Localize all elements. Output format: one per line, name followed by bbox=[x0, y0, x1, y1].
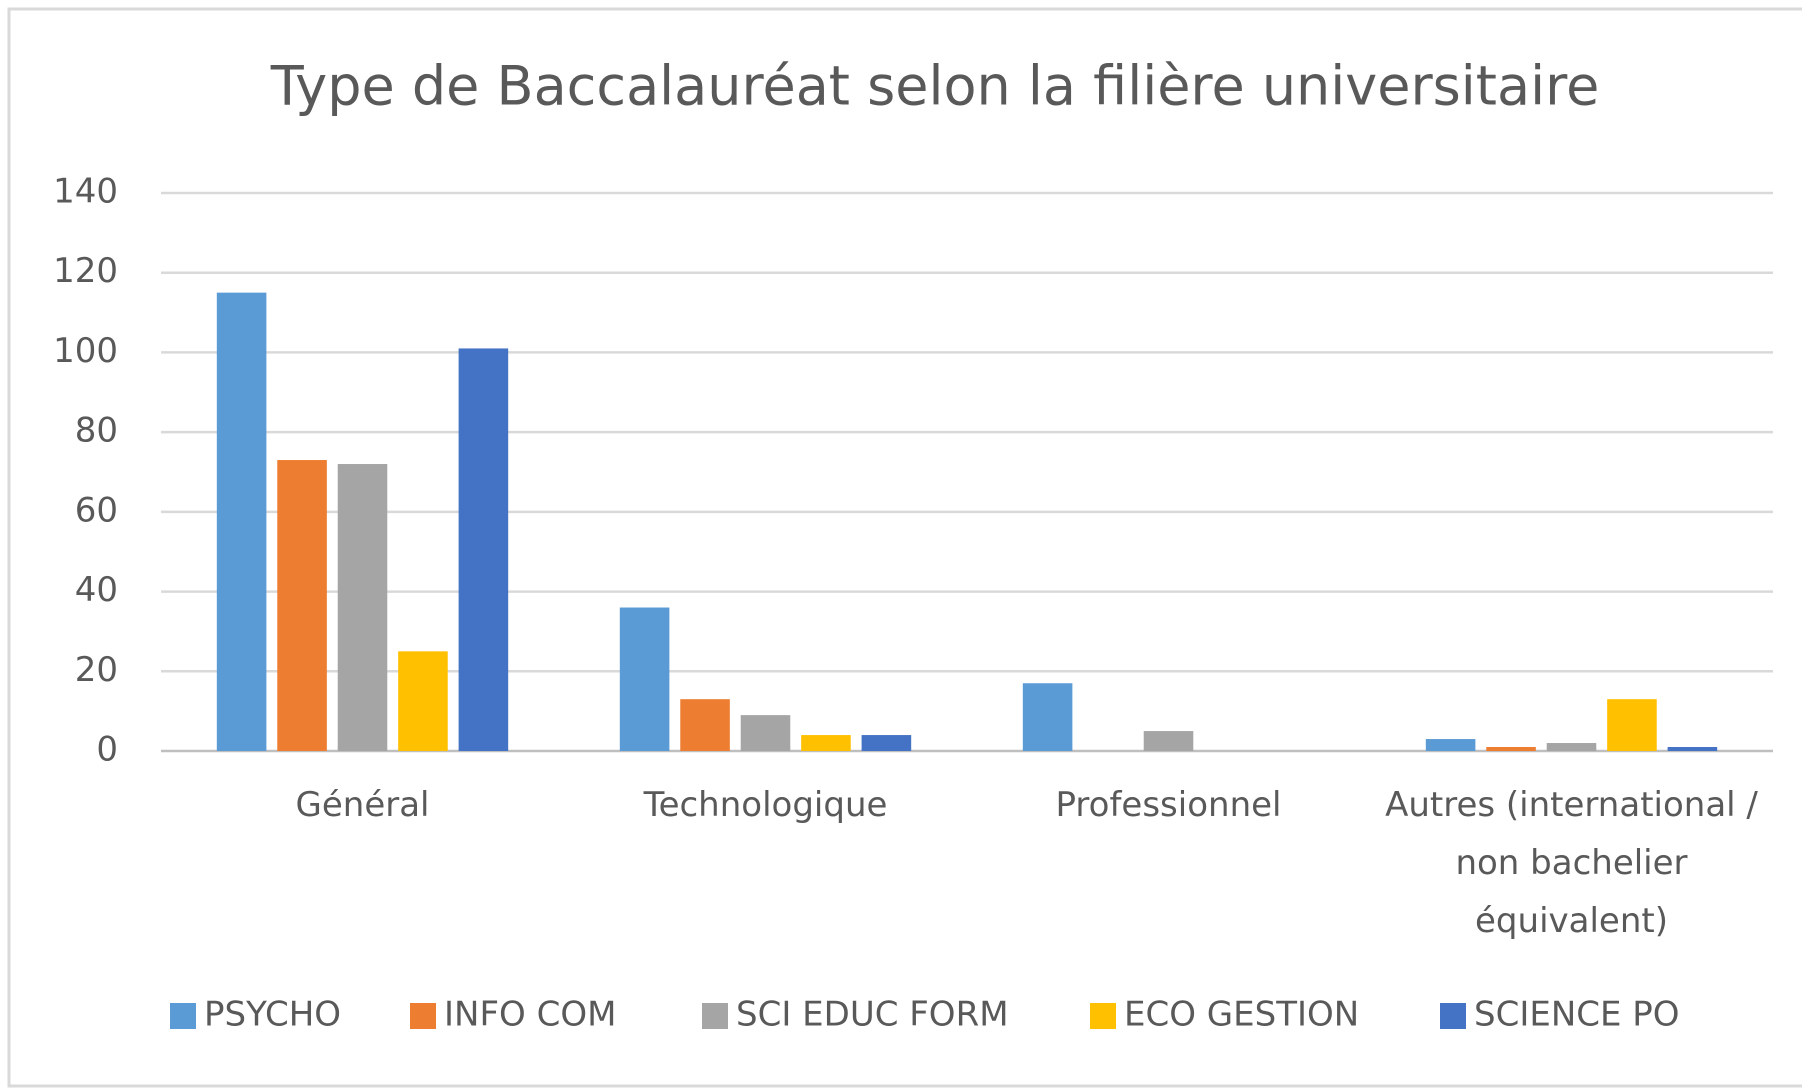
legend-swatch bbox=[1090, 1003, 1116, 1029]
bar bbox=[680, 699, 730, 751]
x-tick-label-box: Autres (international / non bachelier éq… bbox=[1385, 785, 1758, 941]
bar bbox=[458, 348, 509, 751]
x-tick-label-box: Technologique bbox=[643, 785, 888, 825]
bar bbox=[861, 735, 912, 751]
legend-swatch bbox=[410, 1003, 436, 1029]
x-tick-label: Professionnel bbox=[1055, 785, 1282, 825]
y-tick-label: 20 bbox=[75, 650, 118, 690]
bar bbox=[216, 292, 267, 751]
y-tick-label: 0 bbox=[96, 730, 118, 770]
legend-label: SCI EDUC FORM bbox=[736, 995, 1009, 1035]
bar bbox=[277, 460, 327, 751]
x-tick-label-box: Professionnel bbox=[1055, 785, 1282, 825]
bar bbox=[1143, 731, 1194, 751]
bar bbox=[1022, 683, 1073, 751]
y-tick-label: 120 bbox=[53, 251, 118, 291]
bar bbox=[337, 464, 388, 751]
y-tick-label: 80 bbox=[75, 411, 118, 451]
y-tick-label: 140 bbox=[53, 172, 118, 212]
bar bbox=[1425, 739, 1476, 751]
y-tick-label: 100 bbox=[53, 331, 118, 371]
bar bbox=[1607, 699, 1657, 751]
bar bbox=[1486, 747, 1536, 751]
y-tick-label: 60 bbox=[75, 490, 118, 530]
legend-swatch bbox=[1440, 1003, 1466, 1029]
bar bbox=[619, 607, 670, 751]
x-tick-label-box: Général bbox=[295, 785, 430, 825]
bar bbox=[398, 651, 448, 751]
legend-label: ECO GESTION bbox=[1124, 995, 1359, 1035]
legend-label: INFO COM bbox=[444, 995, 616, 1035]
bar bbox=[740, 715, 791, 751]
x-tick-label: Technologique bbox=[643, 785, 888, 825]
x-tick-label: Général bbox=[295, 785, 430, 825]
y-tick-label: 40 bbox=[75, 570, 118, 610]
legend-swatch bbox=[170, 1003, 196, 1029]
bar bbox=[1546, 743, 1597, 751]
legend-swatch bbox=[702, 1003, 728, 1029]
bar bbox=[801, 735, 851, 751]
legend-label: SCIENCE PO bbox=[1474, 995, 1680, 1035]
legend-label: PSYCHO bbox=[204, 995, 341, 1035]
chart-title: Type de Baccalauréat selon la filière un… bbox=[270, 55, 1600, 118]
x-tick-label: Autres (international / non bachelier éq… bbox=[1385, 785, 1758, 941]
bar bbox=[1667, 747, 1718, 751]
